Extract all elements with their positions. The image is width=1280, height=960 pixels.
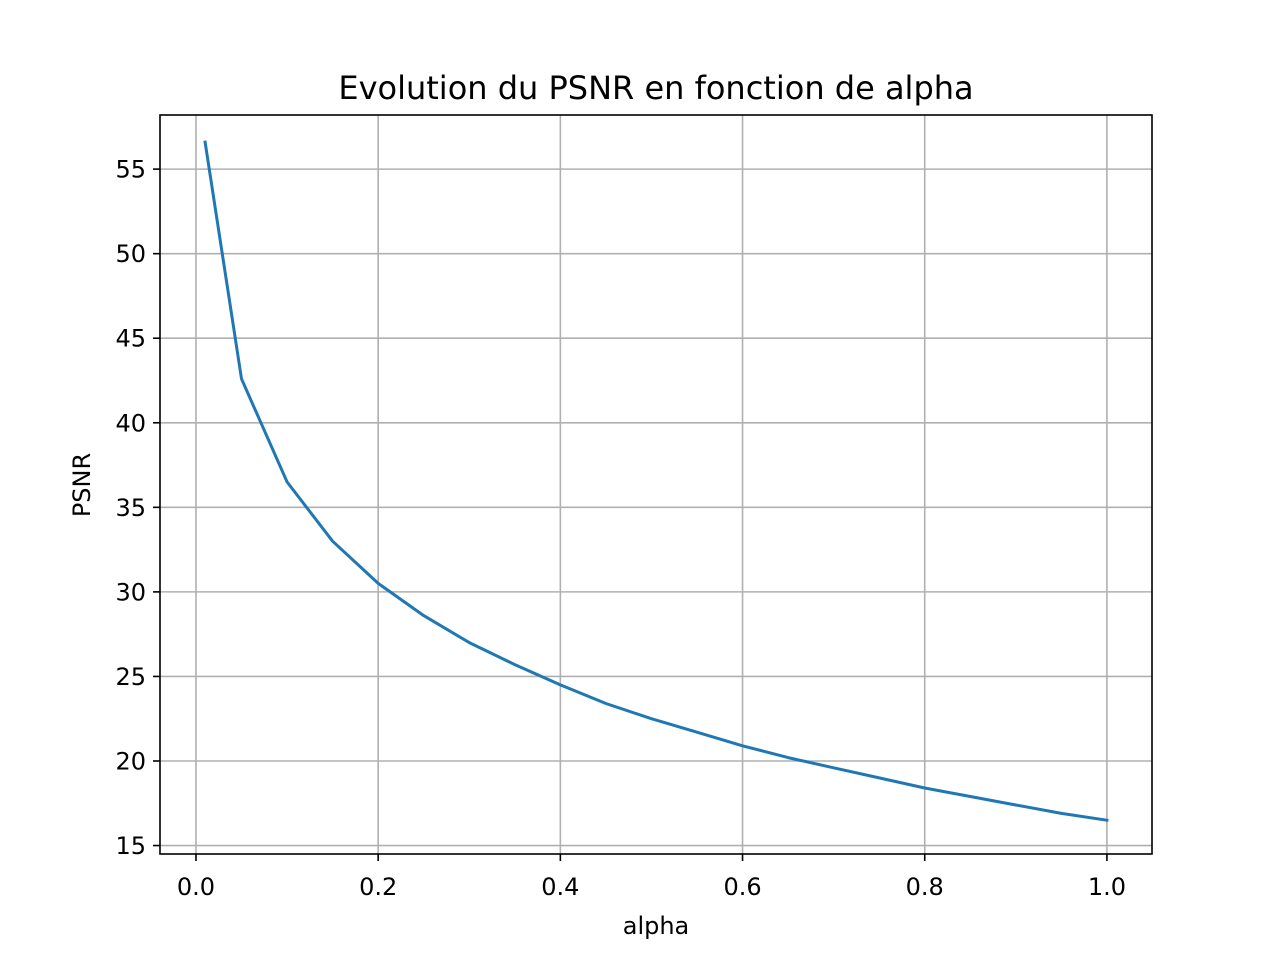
y-tick-label: 15 [115,832,146,860]
y-axis-label: PSNR [68,453,96,517]
y-tick-label: 25 [115,663,146,691]
y-axis-ticks: 15 20 25 30 35 40 45 50 55 [115,156,160,860]
y-tick-label: 55 [115,156,146,184]
x-axis-label: alpha [623,912,690,940]
x-tick-label: 0.4 [541,873,579,901]
chart-title: Evolution du PSNR en fonction de alpha [338,69,973,107]
x-axis-ticks: 0.0 0.2 0.4 0.6 0.8 1.0 [177,854,1126,901]
y-tick-label: 30 [115,578,146,606]
x-tick-label: 0.6 [723,873,761,901]
y-tick-label: 35 [115,494,146,522]
series-layer [203,140,1109,822]
y-tick-label: 40 [115,409,146,437]
y-tick-label: 20 [115,747,146,775]
y-tick-label: 50 [115,240,146,268]
x-tick-label: 0.0 [177,873,215,901]
y-tick-label: 45 [115,325,146,353]
x-tick-label: 0.8 [906,873,944,901]
plot-frame [159,114,1153,855]
grid [160,115,1152,854]
x-tick-label: 1.0 [1088,873,1126,901]
series-line [203,140,1109,822]
x-tick-label: 0.2 [359,873,397,901]
